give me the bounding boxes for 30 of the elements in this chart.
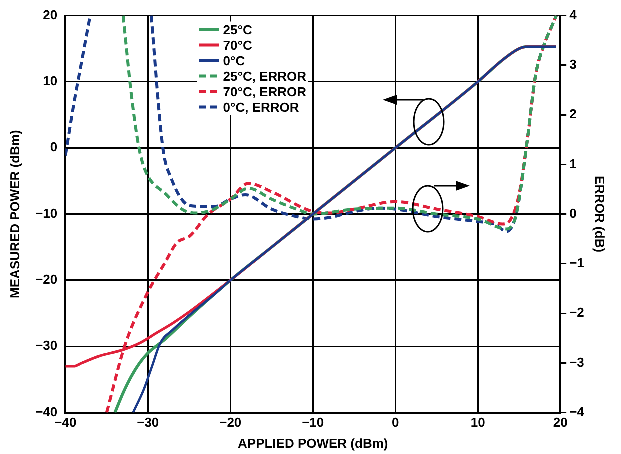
x-tick-label: 0 <box>392 415 400 430</box>
y-tick-label: −20 <box>36 272 58 288</box>
x-tick-label: 20 <box>553 415 568 430</box>
y2-tick-label: −1 <box>570 256 584 271</box>
y2-tick-label: −4 <box>570 404 586 420</box>
legend-label: 0°C, ERROR <box>223 100 300 115</box>
legend-label: 25°C, ERROR <box>223 68 308 84</box>
x-axis-title: APPLIED POWER (dBm) <box>238 436 388 451</box>
y2-tick-label: 2 <box>570 106 577 122</box>
legend-label: 70°C <box>223 38 253 53</box>
y2-tick-label: −3 <box>570 354 584 370</box>
y2-axis-title: ERROR (dB) <box>592 176 608 253</box>
legend-label: 70°C, ERROR <box>223 84 308 100</box>
y2-tick-label: 4 <box>570 7 578 22</box>
x-tick-label: −30 <box>137 415 160 430</box>
y-tick-label: 10 <box>43 74 58 89</box>
x-tick-label: −10 <box>302 415 324 430</box>
y2-tick-label: 3 <box>570 57 577 72</box>
y2-tick-label: 0 <box>570 206 577 221</box>
y-tick-label: −10 <box>36 206 58 221</box>
legend-label: 25°C <box>223 22 253 38</box>
y-tick-label: −30 <box>36 338 58 354</box>
y2-tick-label: −2 <box>570 305 584 320</box>
y-axis-title: MEASURED POWER (dBm) <box>7 130 22 298</box>
y-tick-label: 0 <box>50 140 58 155</box>
y2-tick-label: 1 <box>570 156 577 172</box>
y-tick-label: 20 <box>43 7 58 22</box>
x-tick-label: 10 <box>470 415 486 430</box>
legend-label: 0°C <box>223 53 246 68</box>
x-tick-label: −20 <box>220 415 242 430</box>
